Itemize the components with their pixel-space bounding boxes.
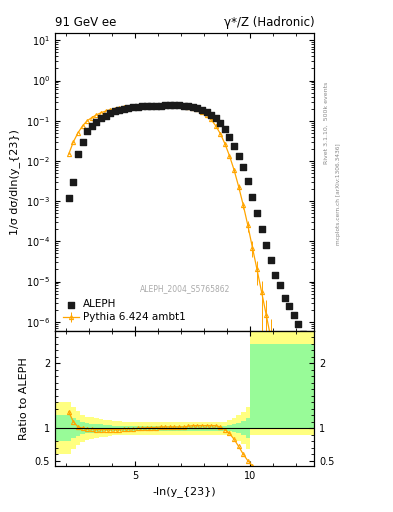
ALEPH [272, 270, 279, 279]
ALEPH [125, 104, 132, 112]
ALEPH [153, 102, 159, 110]
Y-axis label: Ratio to ALEPH: Ratio to ALEPH [19, 357, 29, 440]
ALEPH [226, 133, 233, 141]
ALEPH [112, 107, 118, 115]
ALEPH [185, 102, 191, 110]
ALEPH [130, 103, 136, 111]
ALEPH [259, 225, 265, 233]
ALEPH [116, 105, 123, 114]
ALEPH [268, 255, 274, 264]
ALEPH [208, 111, 214, 119]
ALEPH [158, 101, 164, 110]
ALEPH [263, 241, 269, 249]
ALEPH [180, 101, 187, 110]
ALEPH [194, 104, 200, 112]
ALEPH [189, 103, 196, 111]
ALEPH [79, 138, 86, 146]
ALEPH [139, 102, 145, 111]
X-axis label: -ln(y_{23}): -ln(y_{23}) [153, 486, 217, 497]
ALEPH [300, 330, 306, 338]
ALEPH [222, 125, 228, 133]
ALEPH [254, 209, 260, 218]
Text: ALEPH_2004_S5765862: ALEPH_2004_S5765862 [140, 285, 230, 293]
ALEPH [107, 109, 113, 117]
ALEPH [235, 152, 242, 160]
ALEPH [66, 194, 72, 202]
ALEPH [245, 177, 251, 185]
Text: γ*/Z (Hadronic): γ*/Z (Hadronic) [224, 16, 314, 29]
ALEPH [148, 102, 154, 110]
ALEPH [88, 122, 95, 130]
Y-axis label: 1/σ dσ/dln(y_{23}): 1/σ dσ/dln(y_{23}) [9, 129, 20, 235]
ALEPH [295, 319, 301, 328]
ALEPH [249, 193, 255, 201]
ALEPH [203, 108, 209, 116]
ALEPH [171, 101, 178, 110]
ALEPH [176, 101, 182, 110]
Text: Rivet 3.1.10,  500k events: Rivet 3.1.10, 500k events [324, 82, 329, 164]
ALEPH [199, 105, 205, 114]
ALEPH [98, 114, 104, 122]
ALEPH [290, 311, 297, 319]
ALEPH [217, 119, 224, 127]
ALEPH [277, 282, 283, 290]
ALEPH [70, 178, 77, 186]
ALEPH [240, 163, 246, 172]
ALEPH [231, 142, 237, 150]
ALEPH [281, 293, 288, 302]
ALEPH [75, 150, 81, 158]
Text: 91 GeV ee: 91 GeV ee [55, 16, 116, 29]
Legend: ALEPH, Pythia 6.424 ambt1: ALEPH, Pythia 6.424 ambt1 [60, 296, 189, 326]
ALEPH [134, 102, 141, 111]
ALEPH [213, 114, 219, 122]
ALEPH [102, 112, 108, 120]
ALEPH [162, 101, 168, 110]
ALEPH [167, 101, 173, 110]
ALEPH [286, 302, 292, 310]
ALEPH [144, 102, 150, 110]
ALEPH [84, 127, 90, 135]
Text: mcplots.cern.ch [arXiv:1306.3436]: mcplots.cern.ch [arXiv:1306.3436] [336, 144, 341, 245]
ALEPH [93, 118, 99, 126]
ALEPH [121, 104, 127, 113]
